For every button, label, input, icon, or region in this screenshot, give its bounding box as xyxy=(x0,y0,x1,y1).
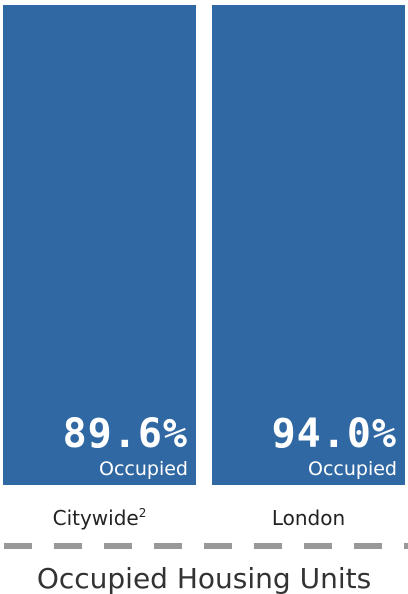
value-label: 94.0% xyxy=(272,411,397,457)
footnote-mark: 2 xyxy=(139,506,147,520)
bar-segment xyxy=(3,5,196,485)
bar-segment xyxy=(212,5,405,485)
x-tick-label: Citywide2 xyxy=(53,506,147,530)
value-label: 89.6% xyxy=(63,411,188,457)
series-label: Occupied xyxy=(99,458,188,480)
category-name: Citywide xyxy=(53,506,139,530)
series-label: Occupied xyxy=(308,458,397,480)
chart-title: Occupied Housing Units xyxy=(37,562,371,594)
x-tick-label: London xyxy=(272,506,345,530)
category-name: London xyxy=(272,506,345,530)
